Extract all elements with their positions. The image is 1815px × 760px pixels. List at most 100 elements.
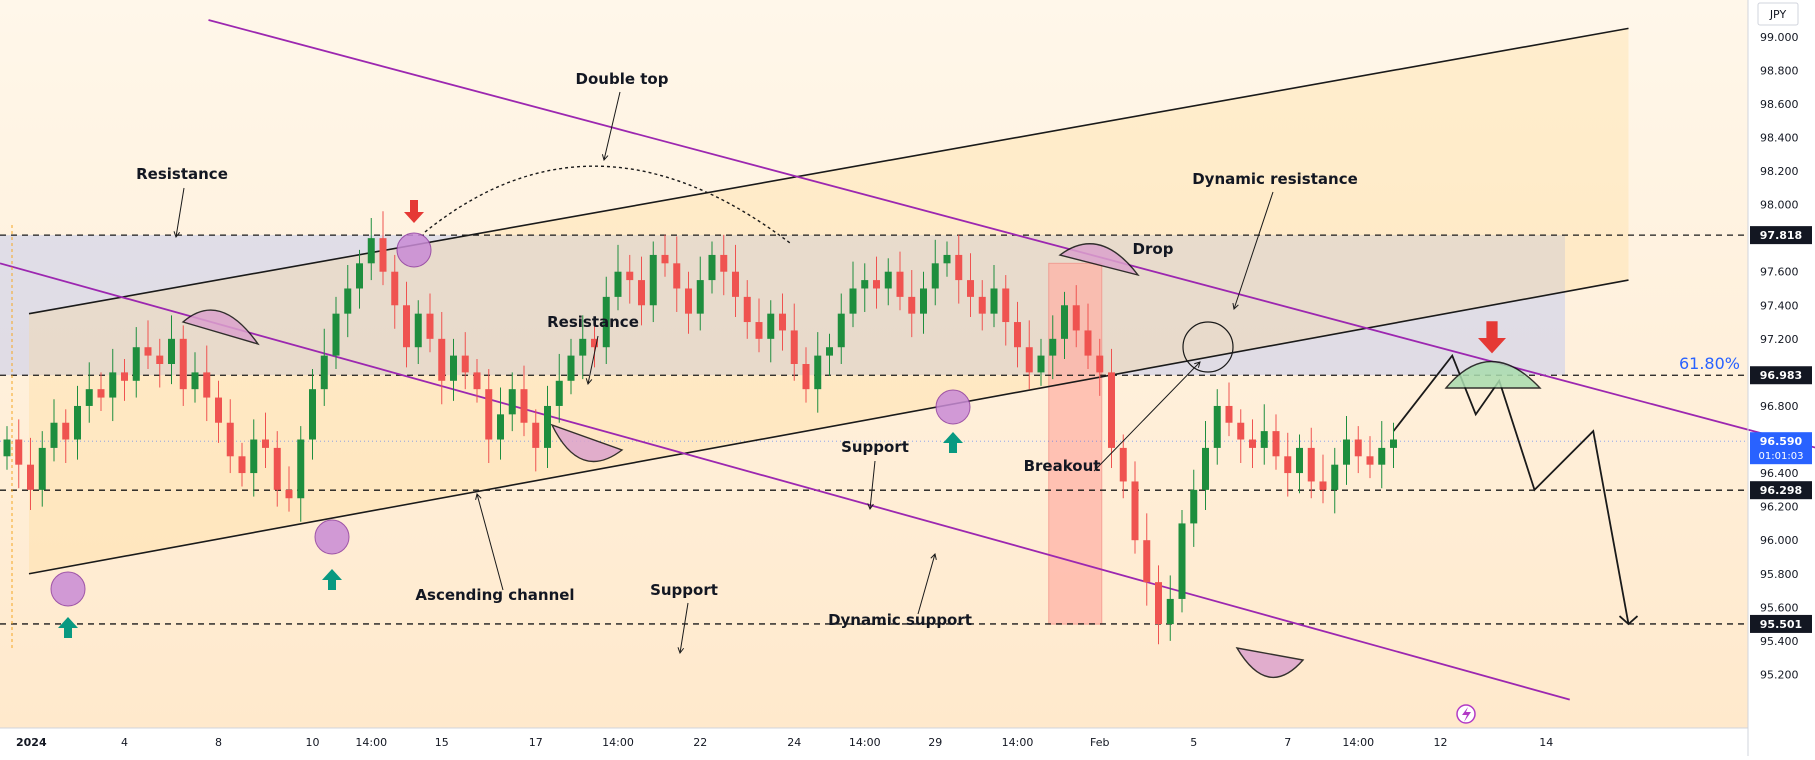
annotation-label: Double top [576, 70, 669, 88]
annotation-label: Ascending channel [415, 586, 574, 604]
time-tick-label: 29 [928, 736, 942, 749]
candle-body [1132, 481, 1139, 540]
time-tick-label: 7 [1284, 736, 1291, 749]
candle-body [51, 423, 58, 448]
candle-body [1355, 440, 1362, 457]
candle-body [873, 280, 880, 288]
annotation-label: Dynamic support [828, 611, 972, 629]
candle-body [1085, 330, 1092, 355]
candle-body [1002, 288, 1009, 322]
candle-body [39, 448, 46, 490]
time-tick-label: 24 [787, 736, 801, 749]
time-tick-label: 14:00 [1342, 736, 1374, 749]
candle-body [756, 322, 763, 339]
candle-body [615, 272, 622, 297]
candle-body [826, 347, 833, 355]
candle-body [1073, 305, 1080, 330]
candle-body [744, 297, 751, 322]
candle-body [274, 448, 281, 490]
candle-body [1273, 431, 1280, 456]
fib-label: 61.80% [1679, 354, 1740, 373]
candle-body [309, 389, 316, 439]
candle-body [450, 356, 457, 381]
candle-100 [1179, 510, 1186, 612]
price-tick-label: 96.400 [1760, 467, 1799, 480]
candle-body [380, 238, 387, 272]
candle-body [215, 398, 222, 423]
candle-body [344, 288, 351, 313]
time-tick-label: 15 [435, 736, 449, 749]
candle-body [1120, 448, 1127, 482]
candle-body [168, 339, 175, 364]
time-tick-label: 2024 [16, 736, 47, 749]
level-tag-label: 97.818 [1760, 229, 1802, 242]
candle-body [262, 440, 269, 448]
candle-body [814, 356, 821, 390]
price-tick-label: 98.000 [1760, 199, 1799, 212]
touch-circle-4 [936, 390, 970, 424]
level-tag-label: 96.298 [1760, 484, 1802, 497]
candle-body [544, 406, 551, 448]
candle-body [1096, 356, 1103, 373]
price-tick-label: 97.200 [1760, 333, 1799, 346]
candle-body [838, 314, 845, 348]
time-tick-label: 10 [306, 736, 320, 749]
candle-body [979, 297, 986, 314]
time-tick-label: 12 [1434, 736, 1448, 749]
candle-body [967, 280, 974, 297]
candle-body [1143, 540, 1150, 582]
price-tick-label: 98.200 [1760, 165, 1799, 178]
candle-body [932, 263, 939, 288]
candle-body [109, 372, 116, 397]
candle-body [897, 272, 904, 297]
candle-body [368, 238, 375, 263]
countdown-label: 01:01:03 [1759, 451, 1804, 462]
candle-body [1226, 406, 1233, 423]
candle-body [203, 372, 210, 397]
price-tick-label: 95.200 [1760, 668, 1799, 681]
annotation-label: Drop [1133, 240, 1174, 258]
candle-body [556, 381, 563, 406]
candle-body [356, 263, 363, 288]
candle-body [767, 314, 774, 339]
level-tag-label: 96.983 [1760, 369, 1802, 382]
candle-body [438, 339, 445, 381]
price-tick-label: 98.600 [1760, 98, 1799, 111]
candle-body [485, 389, 492, 439]
candle-body [1049, 339, 1056, 356]
candle-body [509, 389, 516, 414]
time-tick-label: 4 [121, 736, 128, 749]
annotation-label: Resistance [136, 165, 228, 183]
candle-body [779, 314, 786, 331]
candle-body [1190, 490, 1197, 524]
candle-body [474, 372, 481, 389]
candle-body [286, 490, 293, 498]
candle-body [1214, 406, 1221, 448]
candle-body [192, 372, 199, 389]
candle-body [1014, 322, 1021, 347]
candle-body [333, 314, 340, 356]
candle-body [955, 255, 962, 280]
time-tick-label: 14 [1539, 736, 1553, 749]
price-tick-label: 99.000 [1760, 31, 1799, 44]
candle-body [156, 356, 163, 364]
candle-body [180, 339, 187, 389]
candle-body [532, 423, 539, 448]
candle-body [650, 255, 657, 305]
price-tick-label: 98.400 [1760, 131, 1799, 144]
candle-body [15, 440, 22, 465]
candle-body [1331, 465, 1338, 490]
candle-body [791, 330, 798, 364]
time-tick-label: 17 [529, 736, 543, 749]
candle-body [227, 423, 234, 457]
price-tick-label: 96.000 [1760, 534, 1799, 547]
candle-body [74, 406, 81, 440]
touch-circle-1 [51, 572, 85, 606]
candle-body [121, 372, 128, 380]
candle-body [1249, 440, 1256, 448]
candle-body [673, 263, 680, 288]
candle-body [850, 288, 857, 313]
candle-body [1179, 523, 1186, 599]
